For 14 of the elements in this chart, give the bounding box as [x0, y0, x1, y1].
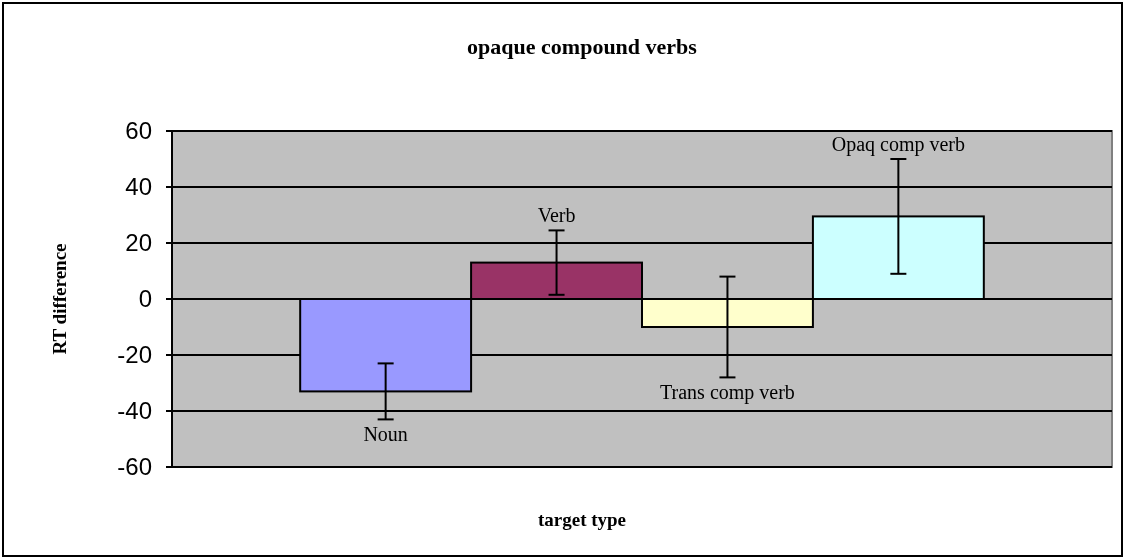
y-tick-label: 60: [125, 117, 152, 145]
y-tick-label: -40: [117, 397, 152, 425]
x-axis-title: target type: [537, 509, 627, 530]
chart-title: opaque compound verbs: [467, 34, 698, 59]
y-tick-label: 20: [125, 229, 152, 257]
y-tick-label: 0: [138, 285, 152, 313]
x-tick-label: Verb: [537, 204, 576, 227]
y-tick-label: 40: [125, 173, 152, 201]
x-tick-label: Noun: [363, 423, 408, 446]
y-tick-label: -60: [117, 453, 152, 481]
x-tick-label: Opaq comp verb: [831, 133, 966, 156]
x-tick-label: Trans comp verb: [660, 381, 795, 405]
y-tick-label: -20: [117, 341, 152, 369]
y-axis-title: RT difference: [49, 243, 70, 355]
